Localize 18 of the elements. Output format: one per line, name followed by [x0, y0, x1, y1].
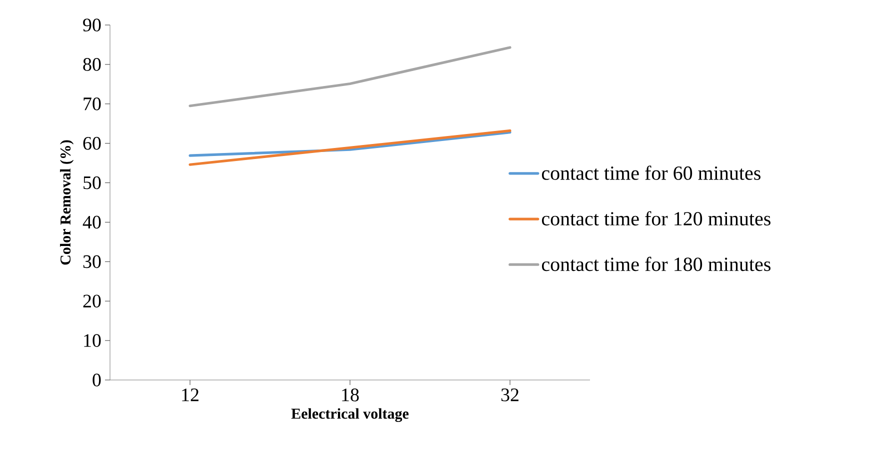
x-tick-label: 32	[501, 388, 518, 402]
y-tick-label: 10	[84, 334, 101, 347]
y-tick-label: 70	[84, 97, 101, 110]
y-tick-label: 40	[82, 216, 101, 229]
y-tick-label: 0	[92, 374, 101, 386]
x-tick-label: 12	[182, 388, 198, 402]
x-tick-label: 18	[342, 388, 359, 402]
y-tick-label: 20	[83, 294, 101, 308]
y-tick-label: 60	[83, 136, 101, 150]
y-tick-label: 30	[83, 255, 101, 268]
legend-label: contact time for 180 minutes	[542, 256, 770, 272]
y-tick-label: 80	[83, 58, 101, 71]
y-tick-label: 50	[84, 176, 101, 190]
x-axis-title: Eelectrical voltage	[291, 408, 409, 422]
y-axis-title: Color Removal (%)	[60, 140, 74, 265]
legend-label: contact time for 60 minutes	[542, 166, 760, 180]
legend-label: contact time for 120 minutes	[542, 211, 770, 226]
y-tick-label: 90	[83, 18, 101, 32]
